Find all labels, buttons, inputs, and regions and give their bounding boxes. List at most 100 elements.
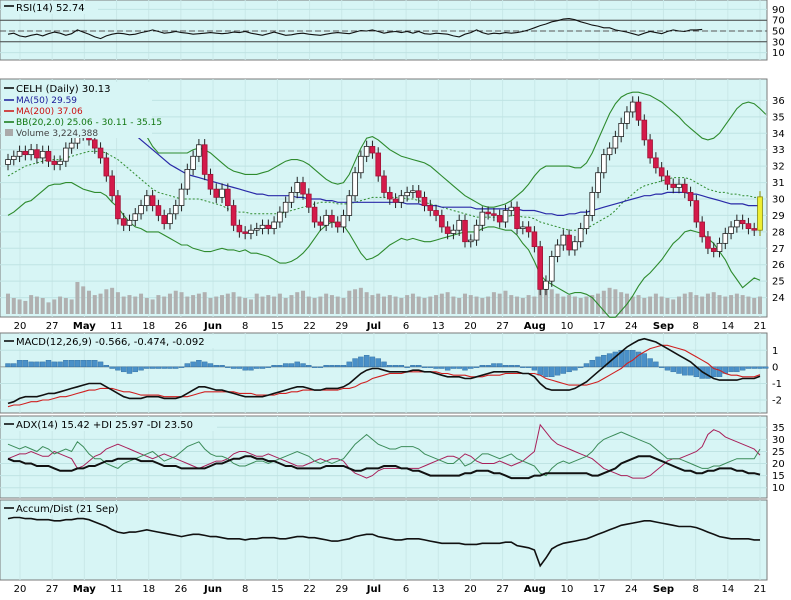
xtick-bottom: 22 [303, 584, 316, 595]
macd-histogram-bar [352, 358, 358, 368]
volume-bar [208, 298, 213, 314]
price-ytick: 31 [772, 178, 785, 189]
macd-histogram-bar [618, 350, 624, 368]
volume-bar [243, 298, 248, 314]
volume-bar [58, 296, 63, 314]
volume-bar [607, 287, 612, 314]
adx-ytick: 30 [772, 435, 785, 446]
xtick-bottom: 8 [242, 584, 248, 595]
xtick-bottom: 11 [110, 584, 123, 595]
macd-histogram-bar [745, 366, 752, 369]
macd-histogram-bar [144, 366, 150, 369]
candle-body [329, 215, 335, 223]
volume-bar [301, 290, 306, 314]
macd-histogram-bar [369, 356, 376, 368]
candle-body [473, 224, 480, 241]
candle-body [531, 231, 538, 248]
price-ytick: 25 [772, 277, 785, 288]
volume-bar [133, 296, 138, 314]
xtick-bottom: 26 [175, 584, 188, 595]
volume-bar [29, 295, 34, 314]
macd-histogram-bar [259, 366, 266, 369]
macd-histogram-bar [80, 360, 86, 368]
candle-body [201, 144, 208, 175]
candle-body [230, 205, 237, 226]
volume-legend: Volume 3,224,388 [16, 129, 98, 139]
candle-body [386, 192, 393, 200]
xtick-top: Jul [366, 321, 381, 332]
candle-body [109, 175, 115, 197]
candle-body [161, 215, 167, 225]
candle-body [525, 226, 532, 233]
macd-histogram-bar [167, 366, 173, 369]
volume-bar [619, 292, 624, 314]
macd-histogram-bar [219, 365, 225, 368]
macd-histogram-bar [687, 366, 694, 376]
xtick-top: 8 [242, 321, 248, 332]
candle-body [739, 219, 746, 225]
candle-body [248, 229, 254, 234]
candle-body [225, 188, 231, 206]
xtick-top: 11 [110, 321, 123, 332]
volume-bar [272, 296, 277, 314]
candle-body [647, 139, 653, 159]
volume-bar [260, 296, 265, 314]
candle-body [444, 226, 451, 234]
xtick-bottom: 18 [142, 584, 155, 595]
volume-bar [648, 296, 653, 314]
candle-body [583, 215, 590, 229]
macd-histogram-bar [751, 366, 757, 369]
macd-histogram-bar [178, 366, 185, 368]
macd-histogram-bar [375, 358, 381, 368]
volume-bar [364, 292, 369, 314]
volume-bar [248, 299, 253, 314]
macd-histogram-bar [149, 366, 156, 369]
adx-title-bg [2, 418, 217, 431]
xtick-top: 27 [46, 321, 59, 332]
rsi-title-bg [2, 1, 98, 14]
macd-histogram-bar [109, 366, 115, 369]
bb-lower-line [7, 182, 761, 318]
xtick-top: 8 [692, 321, 698, 332]
candle-body [126, 219, 133, 226]
volume-bar [214, 296, 219, 314]
volume-bar [139, 293, 144, 314]
volume-bar [746, 296, 751, 314]
macd-line [7, 337, 761, 405]
candle-body [606, 147, 613, 156]
volume-bar [451, 296, 456, 314]
xtick-top: 10 [561, 321, 574, 332]
rsi-ytick: 70 [772, 16, 785, 27]
candle-body [265, 224, 272, 229]
candle-body [334, 221, 341, 228]
macd-histogram-bar [335, 365, 341, 368]
candle-body [51, 160, 58, 165]
ma50-legend: MA(50) 29.59 [16, 96, 77, 106]
xtick-bottom: May [73, 584, 96, 595]
macd-histogram-bar [317, 366, 324, 368]
volume-bar [237, 296, 242, 314]
macd-histogram-bar [11, 363, 17, 368]
candle-body [144, 195, 150, 206]
candle-body [259, 224, 266, 229]
volume-bar [671, 299, 676, 314]
candle-body [439, 215, 445, 228]
macd-histogram-bar [207, 363, 214, 368]
volume-bar [11, 298, 16, 314]
volume-bar [439, 293, 444, 314]
rsi-ytick: 10 [772, 48, 785, 59]
volume-bar [393, 296, 398, 314]
macd-histogram-bar [653, 361, 659, 368]
candle-body [358, 155, 364, 174]
candle-body [277, 211, 283, 223]
macd-histogram-bar [155, 366, 162, 369]
accum-dist-line [7, 516, 760, 568]
candle-body [456, 219, 462, 231]
volume-bar [173, 290, 178, 314]
macd-histogram-bar [433, 366, 439, 369]
candle-body [595, 172, 601, 193]
volume-bar [63, 298, 68, 314]
macd-histogram-bar [537, 366, 543, 376]
volume-bar [636, 295, 641, 314]
